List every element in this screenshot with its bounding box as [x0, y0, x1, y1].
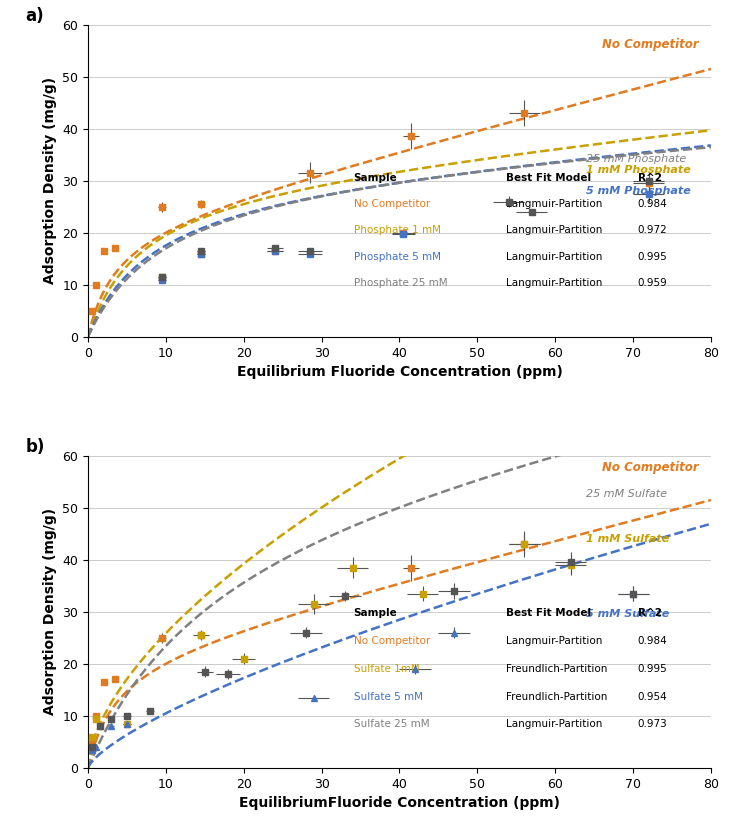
Text: a): a): [26, 7, 44, 25]
Y-axis label: Adsorption Density (mg/g): Adsorption Density (mg/g): [43, 77, 56, 284]
X-axis label: EquilibriumFluoride Concentration (ppm): EquilibriumFluoride Concentration (ppm): [239, 797, 560, 810]
Text: 5 mM Phosphate: 5 mM Phosphate: [586, 185, 691, 196]
Text: b): b): [26, 439, 45, 457]
Text: No Competitor: No Competitor: [602, 38, 699, 51]
Text: 1 mM Phosphate: 1 mM Phosphate: [586, 165, 691, 175]
Y-axis label: Adsorption Density (mg/g): Adsorption Density (mg/g): [43, 508, 56, 716]
Text: No Competitor: No Competitor: [602, 462, 699, 474]
Text: 5 mM Sulfate: 5 mM Sulfate: [586, 609, 670, 619]
Text: 25 mM Phosphate: 25 mM Phosphate: [586, 154, 687, 164]
Text: 25 mM Sulfate: 25 mM Sulfate: [586, 489, 668, 499]
Text: 1 mM Sulfate: 1 mM Sulfate: [586, 534, 670, 543]
X-axis label: Equilibrium Fluoride Concentration (ppm): Equilibrium Fluoride Concentration (ppm): [237, 365, 562, 379]
